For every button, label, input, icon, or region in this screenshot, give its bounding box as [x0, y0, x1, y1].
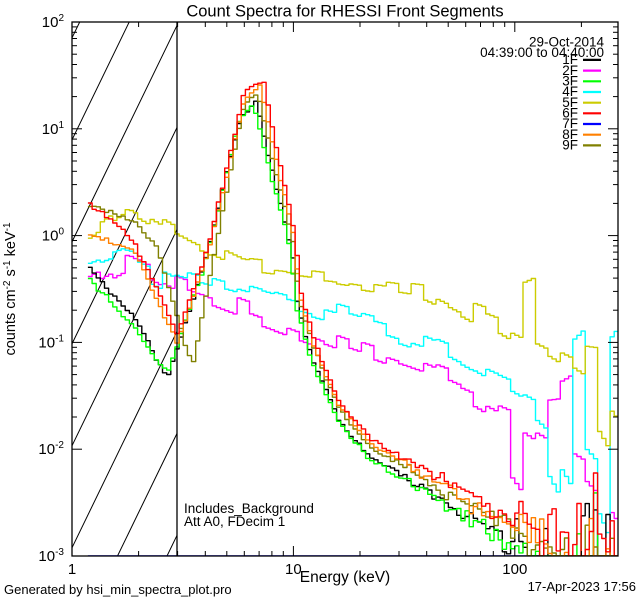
- svg-text:Energy (keV): Energy (keV): [300, 569, 390, 586]
- svg-text:17-Apr-2023 17:56: 17-Apr-2023 17:56: [528, 579, 636, 594]
- svg-text:Att A0, FDecim 1: Att A0, FDecim 1: [184, 514, 285, 529]
- svg-text:1: 1: [68, 561, 76, 578]
- svg-text:100: 100: [502, 561, 527, 578]
- svg-text:Count Spectra for RHESSI Front: Count Spectra for RHESSI Front Segments: [186, 3, 503, 21]
- svg-text:9F: 9F: [562, 138, 578, 153]
- svg-text:Generated by hsi_min_spectra_p: Generated by hsi_min_spectra_plot.pro: [4, 582, 232, 597]
- svg-text:04:39:00 to 04:40:00: 04:39:00 to 04:40:00: [480, 45, 604, 60]
